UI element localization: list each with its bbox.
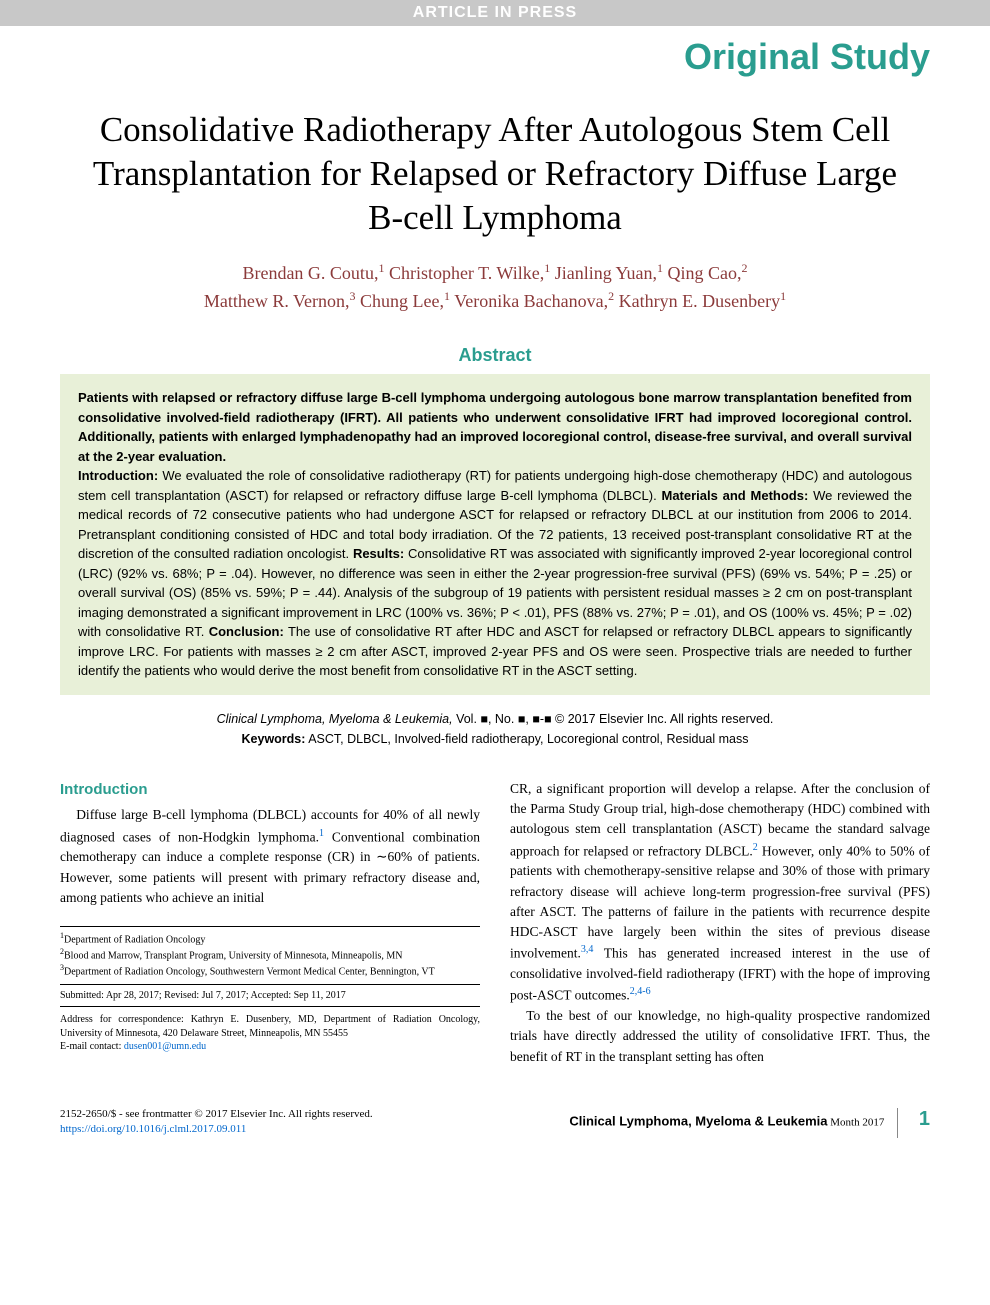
author-affiliation-marker: 1 <box>657 261 663 275</box>
author: Brendan G. Coutu, <box>242 263 378 283</box>
author-affiliation-marker: 2 <box>742 261 748 275</box>
right-column: CR, a significant proportion will develo… <box>510 779 930 1067</box>
abstract-section-heading: Conclusion: <box>209 624 284 639</box>
abstract-section-heading: Introduction: <box>78 468 158 483</box>
author: Jianling Yuan, <box>555 263 657 283</box>
abstract-heading: Abstract <box>0 335 990 374</box>
correspondence-block: Address for correspondence: Kathryn E. D… <box>60 1013 480 1054</box>
footer-divider <box>897 1108 898 1138</box>
author: Christopher T. Wilke, <box>389 263 544 283</box>
abstract-section-heading: Materials and Methods: <box>662 488 809 503</box>
affiliation-line: 2Blood and Marrow, Transplant Program, U… <box>60 947 480 963</box>
author-affiliation-marker: 1 <box>378 261 384 275</box>
study-type-label: Original Study <box>0 26 990 98</box>
affiliation-line: 1Department of Radiation Oncology <box>60 931 480 947</box>
intro-para-3: To the best of our knowledge, no high-qu… <box>510 1006 930 1067</box>
correspondence-text: Address for correspondence: Kathryn E. D… <box>60 1014 480 1039</box>
citation-block: Clinical Lymphoma, Myeloma & Leukemia, V… <box>0 695 990 769</box>
abstract-summary-bold: Patients with relapsed or refractory dif… <box>78 390 912 464</box>
body-columns: Introduction Diffuse large B-cell lympho… <box>0 769 990 1087</box>
intro-para-2: CR, a significant proportion will develo… <box>510 779 930 1006</box>
footer-right: Clinical Lymphoma, Myeloma & Leukemia Mo… <box>569 1108 930 1138</box>
abstract-section-heading: Results: <box>353 546 404 561</box>
article-in-press-banner: ARTICLE IN PRESS <box>0 0 990 26</box>
journal-name-citation: Clinical Lymphoma, Myeloma & Leukemia, <box>217 712 453 726</box>
author: Kathryn E. Dusenbery <box>619 291 780 311</box>
author: Chung Lee, <box>360 291 444 311</box>
email-label: E-mail contact: <box>60 1041 124 1052</box>
article-title: Consolidative Radiotherapy After Autolog… <box>0 98 990 259</box>
citation-volume: Vol. ■, No. ■, ■-■ © 2017 Elsevier Inc. … <box>453 712 774 726</box>
doi-link[interactable]: https://doi.org/10.1016/j.clml.2017.09.0… <box>60 1123 246 1135</box>
affiliation-line: 3Department of Radiation Oncology, South… <box>60 963 480 979</box>
authors-list: Brendan G. Coutu,1 Christopher T. Wilke,… <box>0 259 990 335</box>
keywords-label: Keywords: <box>242 732 306 746</box>
author-affiliation-marker: 3 <box>350 289 356 303</box>
submitted-dates: Submitted: Apr 28, 2017; Revised: Jul 7,… <box>60 984 480 1007</box>
ref-link-34[interactable]: 3,4 <box>581 944 594 955</box>
correspondence-email[interactable]: dusen001@umn.edu <box>124 1041 206 1052</box>
page-footer: 2152-2650/$ - see frontmatter © 2017 Els… <box>0 1087 990 1158</box>
author-affiliation-marker: 1 <box>444 289 450 303</box>
introduction-heading: Introduction <box>60 779 480 802</box>
author: Matthew R. Vernon, <box>204 291 350 311</box>
abstract-box: Patients with relapsed or refractory dif… <box>60 374 930 695</box>
left-column: Introduction Diffuse large B-cell lympho… <box>60 779 480 1067</box>
ref-link-246[interactable]: 2,4-6 <box>630 986 651 997</box>
issn-text: 2152-2650/$ - see frontmatter © 2017 Els… <box>60 1108 373 1120</box>
keywords-text: ASCT, DLBCL, Involved-field radiotherapy… <box>305 732 748 746</box>
intro-para-1: Diffuse large B-cell lymphoma (DLBCL) ac… <box>60 805 480 908</box>
affiliations-block: 1Department of Radiation Oncology2Blood … <box>60 926 480 978</box>
page-number: 1 <box>919 1108 930 1130</box>
author-affiliation-marker: 2 <box>608 289 614 303</box>
footer-journal-name: Clinical Lymphoma, Myeloma & Leukemia <box>569 1113 827 1128</box>
footer-month: Month 2017 <box>828 1116 885 1128</box>
author-affiliation-marker: 1 <box>544 261 550 275</box>
author: Qing Cao, <box>668 263 742 283</box>
intro-text-2b: However, only 40% to 50% of patients wit… <box>510 843 930 961</box>
author: Veronika Bachanova, <box>454 291 608 311</box>
author-affiliation-marker: 1 <box>780 289 786 303</box>
footer-left: 2152-2650/$ - see frontmatter © 2017 Els… <box>60 1107 373 1138</box>
